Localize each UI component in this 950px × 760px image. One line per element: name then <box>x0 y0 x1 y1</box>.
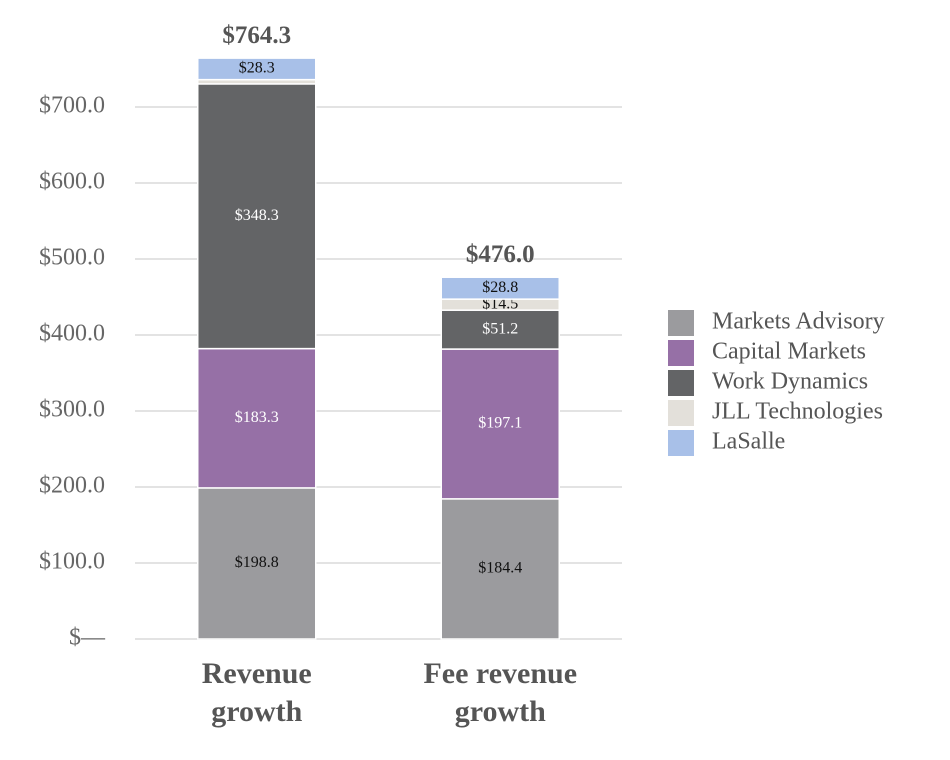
bar-segment <box>440 498 560 640</box>
bar-segment <box>197 487 317 640</box>
y-tick-label: $— <box>69 625 106 651</box>
x-tick-label: Fee revenue growth <box>423 657 578 728</box>
y-tick-label: $400.0 <box>39 321 105 347</box>
y-tick-label: $300.0 <box>39 397 105 423</box>
legend-label: Capital Markets <box>712 339 866 365</box>
bar-segment <box>197 57 317 81</box>
bar-segment <box>440 309 560 350</box>
data-label: $183.3 <box>235 409 279 426</box>
data-label: $197.1 <box>478 415 522 432</box>
legend-swatch <box>668 430 694 456</box>
y-tick-label: $100.0 <box>39 549 105 575</box>
bar-segment <box>440 276 560 300</box>
data-label: $28.8 <box>482 279 518 296</box>
legend-label: Work Dynamics <box>712 369 868 395</box>
legend-swatch <box>668 400 694 426</box>
legend-swatch <box>668 310 694 336</box>
y-tick-label: $600.0 <box>39 169 105 195</box>
bar-segment <box>440 348 560 500</box>
total-label: $764.3 <box>222 22 291 49</box>
data-label: $28.3 <box>239 60 275 77</box>
x-tick-label: Revenue growth <box>201 657 312 728</box>
data-label: $184.4 <box>478 560 522 577</box>
data-label: $198.8 <box>235 554 279 571</box>
total-label: $476.0 <box>466 241 535 268</box>
legend-label: JLL Technologies <box>712 399 883 425</box>
legend-swatch <box>668 370 694 396</box>
legend-label: Markets Advisory <box>712 309 885 335</box>
legend-swatch <box>668 340 694 366</box>
data-label: $348.3 <box>235 207 279 224</box>
bar-segment <box>197 347 317 489</box>
legend-label: LaSalle <box>712 429 785 455</box>
y-tick-label: $200.0 <box>39 473 105 499</box>
bar-segment <box>197 83 317 350</box>
data-label: $51.2 <box>482 320 518 337</box>
y-tick-label: $500.0 <box>39 245 105 271</box>
y-tick-label: $700.0 <box>39 93 105 119</box>
